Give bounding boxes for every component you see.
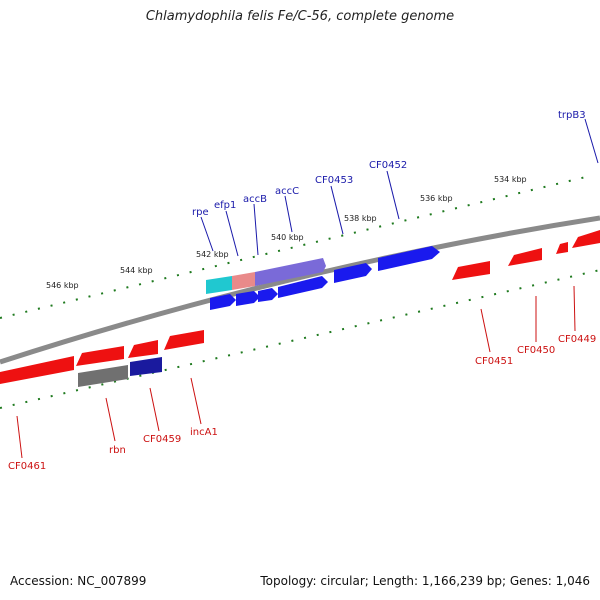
forward-gene-label: rpe xyxy=(192,207,209,218)
reverse-gene-label: CF0450 xyxy=(517,345,555,356)
gene-CF0453 xyxy=(334,263,372,283)
gene-red-2 xyxy=(76,346,124,366)
scale-label: 540 kbp xyxy=(271,233,304,242)
gene-blue-3 xyxy=(258,288,278,302)
genome-backbone xyxy=(0,215,600,365)
forward-gene-label: CF0453 xyxy=(315,175,353,186)
reverse-labels: CF0449 CF0450 CF0451 incA1 CF0459 rbn CF… xyxy=(8,334,596,472)
gene-CF0449-b xyxy=(572,230,600,248)
gene-accB-accC xyxy=(255,258,326,286)
forward-gene-label: CF0452 xyxy=(369,160,407,171)
genome-summary-text: Topology: circular; Length: 1,166,239 bp… xyxy=(260,574,590,588)
gene-red-1 xyxy=(0,356,74,384)
scale-label: 546 kbp xyxy=(46,281,79,290)
accession-text: Accession: NC_007899 xyxy=(10,574,147,588)
forward-gene-label: accC xyxy=(275,186,299,197)
forward-gene-label: trpB3 xyxy=(558,110,586,121)
reverse-gene-label: CF0449 xyxy=(558,334,596,345)
gene-blue-4 xyxy=(278,276,328,298)
genome-title: Chlamydophila felis Fe/C-56, complete ge… xyxy=(145,9,455,24)
scale-label: 544 kbp xyxy=(120,266,153,275)
scale-label: 542 kbp xyxy=(196,250,229,259)
gene-CF0449-a xyxy=(556,242,568,254)
gene-rpe xyxy=(206,276,232,294)
reverse-label-lines xyxy=(16,285,576,459)
scale-label: 538 kbp xyxy=(344,214,377,223)
gene-red-3 xyxy=(128,340,158,358)
reverse-gene-label: incA1 xyxy=(190,427,218,438)
gene-blue-2 xyxy=(236,291,260,306)
forward-gene-label: accB xyxy=(243,194,267,205)
gene-red-4 xyxy=(164,330,204,350)
forward-label-lines xyxy=(200,118,599,257)
gene-CF0459 xyxy=(130,357,162,376)
gene-blue-1 xyxy=(210,294,236,310)
reverse-gene-label: rbn xyxy=(109,445,126,456)
reverse-gene-label: CF0461 xyxy=(8,461,46,472)
scale-label: 534 kbp xyxy=(494,175,527,184)
scale-labels: 534 kbp 536 kbp 538 kbp 540 kbp 542 kbp … xyxy=(46,175,527,290)
gene-rbn xyxy=(78,365,128,387)
reverse-gene-label: CF0451 xyxy=(475,356,513,367)
reverse-gene-label: CF0459 xyxy=(143,434,181,445)
forward-gene-label: efp1 xyxy=(214,200,236,211)
forward-labels: rpe efp1 accB accC CF0453 CF0452 trpB3 xyxy=(192,110,586,218)
scale-label: 536 kbp xyxy=(420,194,453,203)
outer-tick-track xyxy=(0,175,591,319)
gene-CF0451 xyxy=(452,261,490,280)
gene-efp1 xyxy=(232,272,255,290)
forward-strand-genes[interactable] xyxy=(206,246,440,310)
reverse-strand-genes[interactable] xyxy=(0,230,600,387)
gene-CF0450 xyxy=(508,248,542,266)
gene-CF0452 xyxy=(378,246,440,271)
